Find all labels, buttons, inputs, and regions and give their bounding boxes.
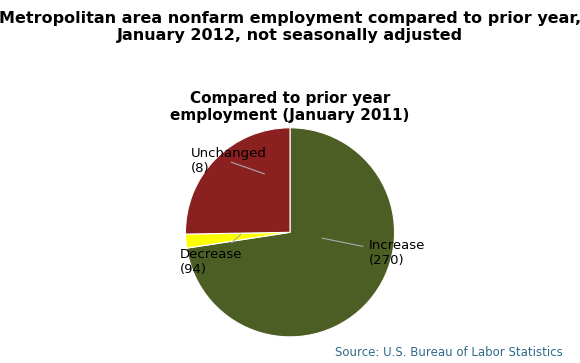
Text: Unchanged
(8): Unchanged (8) bbox=[191, 147, 267, 175]
Wedge shape bbox=[186, 232, 290, 248]
Text: Source: U.S. Bureau of Labor Statistics: Source: U.S. Bureau of Labor Statistics bbox=[335, 346, 563, 359]
Wedge shape bbox=[187, 128, 394, 337]
Wedge shape bbox=[186, 128, 290, 234]
Text: Increase
(270): Increase (270) bbox=[322, 238, 425, 267]
Text: Decrease
(94): Decrease (94) bbox=[180, 234, 242, 276]
Text: Metropolitan area nonfarm employment compared to prior year,
January 2012, not s: Metropolitan area nonfarm employment com… bbox=[0, 11, 580, 43]
Text: Compared to prior year
employment (January 2011): Compared to prior year employment (Janua… bbox=[171, 91, 409, 123]
